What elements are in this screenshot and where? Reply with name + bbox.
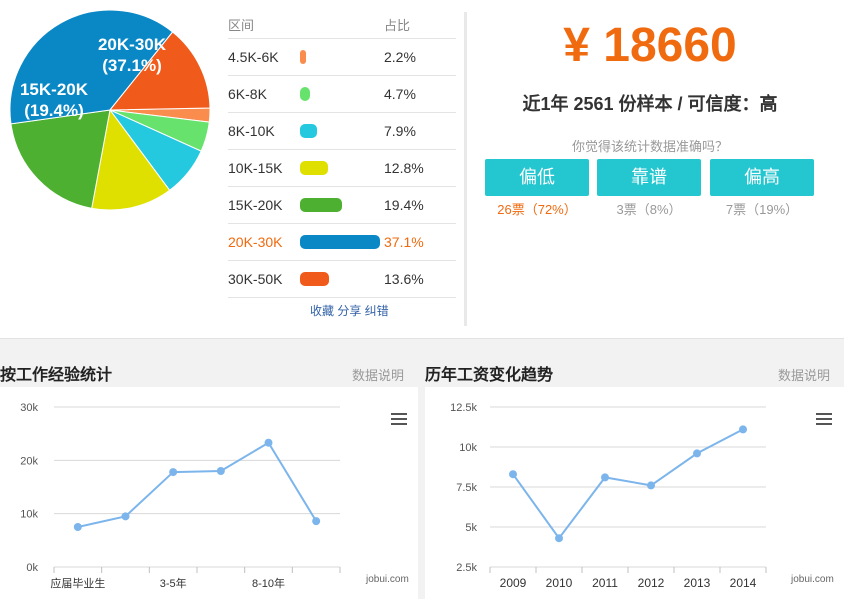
range-label: 10K-15K bbox=[228, 160, 283, 176]
vote-low-button[interactable]: 偏低 bbox=[485, 159, 589, 196]
vote-high-button[interactable]: 偏高 bbox=[710, 159, 814, 196]
table-header: 区间 占比 bbox=[228, 8, 456, 39]
data-point[interactable] bbox=[169, 468, 178, 477]
experience-section-title: 按工作经验统计 bbox=[0, 367, 113, 384]
pie-slice[interactable] bbox=[10, 109, 111, 209]
x-tick-label: 2009 bbox=[500, 576, 527, 590]
table-footer: 收藏 分享 纠错 bbox=[228, 298, 456, 324]
y-tick-label: 2.5k bbox=[456, 562, 477, 574]
share-bar bbox=[300, 124, 318, 138]
table-row: 8K-10K 7.9% bbox=[228, 113, 456, 150]
range-label: 8K-10K bbox=[228, 123, 275, 139]
share-value: 7.9% bbox=[384, 123, 416, 139]
x-tick-label: 2010 bbox=[546, 576, 573, 590]
vote-low-count: 26票（72%） bbox=[497, 202, 577, 217]
experience-line-chart: 0k 10k 20k 30k 应届毕业生 3-5年 8-10年 bbox=[20, 402, 341, 590]
share-value: 19.4% bbox=[384, 197, 424, 213]
data-point[interactable] bbox=[555, 534, 563, 543]
x-tick-label: 3-5年 bbox=[160, 576, 187, 590]
share-bar bbox=[300, 235, 380, 249]
y-tick-label: 0k bbox=[26, 562, 38, 574]
trend-chart-card: 2.5k 5k 7.5k 10k 12.5k 2009 2010 2011 2012 2013 20… bbox=[425, 387, 844, 599]
pie-label: 20K-30K bbox=[98, 35, 167, 54]
hamburger-menu-icon[interactable] bbox=[816, 413, 832, 425]
data-point[interactable] bbox=[647, 481, 655, 490]
data-point[interactable] bbox=[693, 449, 701, 458]
divider bbox=[464, 12, 467, 326]
share-bar bbox=[300, 198, 342, 212]
share-value: 37.1% bbox=[384, 234, 424, 250]
share-value: 12.8% bbox=[384, 160, 424, 176]
share-value: 2.2% bbox=[384, 49, 416, 65]
range-label: 20K-30K bbox=[228, 234, 283, 250]
y-tick-label: 7.5k bbox=[456, 482, 477, 494]
range-header: 区间 bbox=[228, 18, 255, 33]
data-point[interactable] bbox=[739, 425, 747, 434]
share-bar bbox=[300, 87, 311, 101]
table-row: 10K-15K 12.8% bbox=[228, 150, 456, 187]
pie-slice[interactable] bbox=[108, 31, 211, 111]
x-tick-label: 2014 bbox=[730, 576, 757, 590]
range-label: 15K-20K bbox=[228, 197, 283, 213]
x-tick-label: 2011 bbox=[592, 576, 618, 590]
table-row: 30K-50K 13.6% bbox=[228, 261, 456, 298]
share-bar bbox=[300, 161, 328, 175]
trend-line-chart: 2.5k 5k 7.5k 10k 12.5k 2009 2010 2011 2012 2013 20… bbox=[450, 402, 767, 590]
average-salary: ¥ 18660 bbox=[563, 19, 737, 72]
vote-question: 你觉得该统计数据准确吗？ bbox=[571, 139, 728, 154]
range-label: 30K-50K bbox=[228, 271, 283, 287]
range-label: 4.5K-6K bbox=[228, 49, 279, 65]
share-value: 4.7% bbox=[384, 86, 416, 102]
watermark: jobui.com bbox=[366, 574, 409, 585]
y-tick-label: 20k bbox=[20, 455, 38, 467]
table-row: 15K-20K 19.4% bbox=[228, 187, 456, 224]
table-row: 4.5K-6K 2.2% bbox=[228, 39, 456, 76]
table-row: 6K-8K 4.7% bbox=[228, 76, 456, 113]
x-tick-label: 2013 bbox=[684, 576, 711, 590]
data-point[interactable] bbox=[121, 512, 130, 521]
y-tick-label: 10k bbox=[20, 509, 38, 521]
data-point[interactable] bbox=[216, 467, 225, 475]
statistics-panel: 按工作经验统计 数据说明 历年工资变化趋势 数据说明 0k 10k 20k 30k 应届… bbox=[0, 338, 844, 599]
experience-chart-card: 0k 10k 20k 30k 应届毕业生 3-5年 8-10年 jobui.com bbox=[0, 387, 418, 599]
pie-label: 15K-20K bbox=[20, 80, 89, 99]
hamburger-menu-icon[interactable] bbox=[391, 413, 407, 425]
pie-slice[interactable] bbox=[9, 9, 174, 125]
vote-high-count: 7票（19%） bbox=[725, 202, 799, 217]
y-tick-label: 5k bbox=[465, 522, 477, 534]
x-tick-label: 应届毕业生 bbox=[50, 576, 105, 590]
salary-overview: 20K-30K (37.1%) 15K-20K (19.4%) 区间 占比 4.5K-… bbox=[9, 8, 814, 326]
data-point[interactable] bbox=[73, 523, 82, 531]
pie-label: (19.4%) bbox=[24, 101, 84, 120]
pie-slice[interactable] bbox=[91, 108, 171, 211]
sample-info: 近1年 2561 份样本 / 可信度：高 bbox=[522, 94, 778, 114]
data-point[interactable] bbox=[312, 517, 321, 526]
series-line bbox=[77, 441, 318, 528]
watermark: jobui.com bbox=[791, 574, 834, 585]
vote-accurate-button[interactable]: 靠谱 bbox=[597, 159, 701, 196]
y-tick-label: 12.5k bbox=[450, 402, 477, 414]
experience-data-note-link[interactable]: 数据说明 bbox=[352, 368, 405, 383]
footer-actions[interactable]: 收藏 分享 纠错 bbox=[310, 304, 389, 318]
x-tick-label: 8-10年 bbox=[252, 576, 285, 590]
salary-pie-chart: 20K-30K (37.1%) 15K-20K (19.4%) bbox=[9, 9, 211, 211]
series-line bbox=[512, 428, 744, 540]
table-row: 20K-30K 37.1% bbox=[228, 224, 456, 261]
pie-label: (37.1%) bbox=[102, 56, 162, 75]
trend-section-title: 历年工资变化趋势 bbox=[425, 367, 554, 384]
trend-data-note-link[interactable]: 数据说明 bbox=[778, 368, 831, 383]
share-value: 13.6% bbox=[384, 271, 424, 287]
y-tick-label: 30k bbox=[20, 402, 38, 414]
data-point[interactable] bbox=[509, 470, 517, 479]
salary-distribution-table: 区间 占比 4.5K-6K 2.2% 6K-8K 4.7% 8K-10K 7.9% 10K-… bbox=[228, 8, 456, 324]
y-tick-label: 10k bbox=[459, 442, 477, 454]
share-bar bbox=[300, 50, 306, 64]
share-header: 占比 bbox=[384, 18, 411, 33]
range-label: 6K-8K bbox=[228, 86, 267, 102]
data-point[interactable] bbox=[264, 438, 273, 447]
data-point[interactable] bbox=[601, 473, 609, 482]
vote-accurate-count: 3票（8%） bbox=[616, 202, 682, 217]
share-bar bbox=[300, 272, 330, 286]
x-tick-label: 2012 bbox=[638, 576, 665, 590]
